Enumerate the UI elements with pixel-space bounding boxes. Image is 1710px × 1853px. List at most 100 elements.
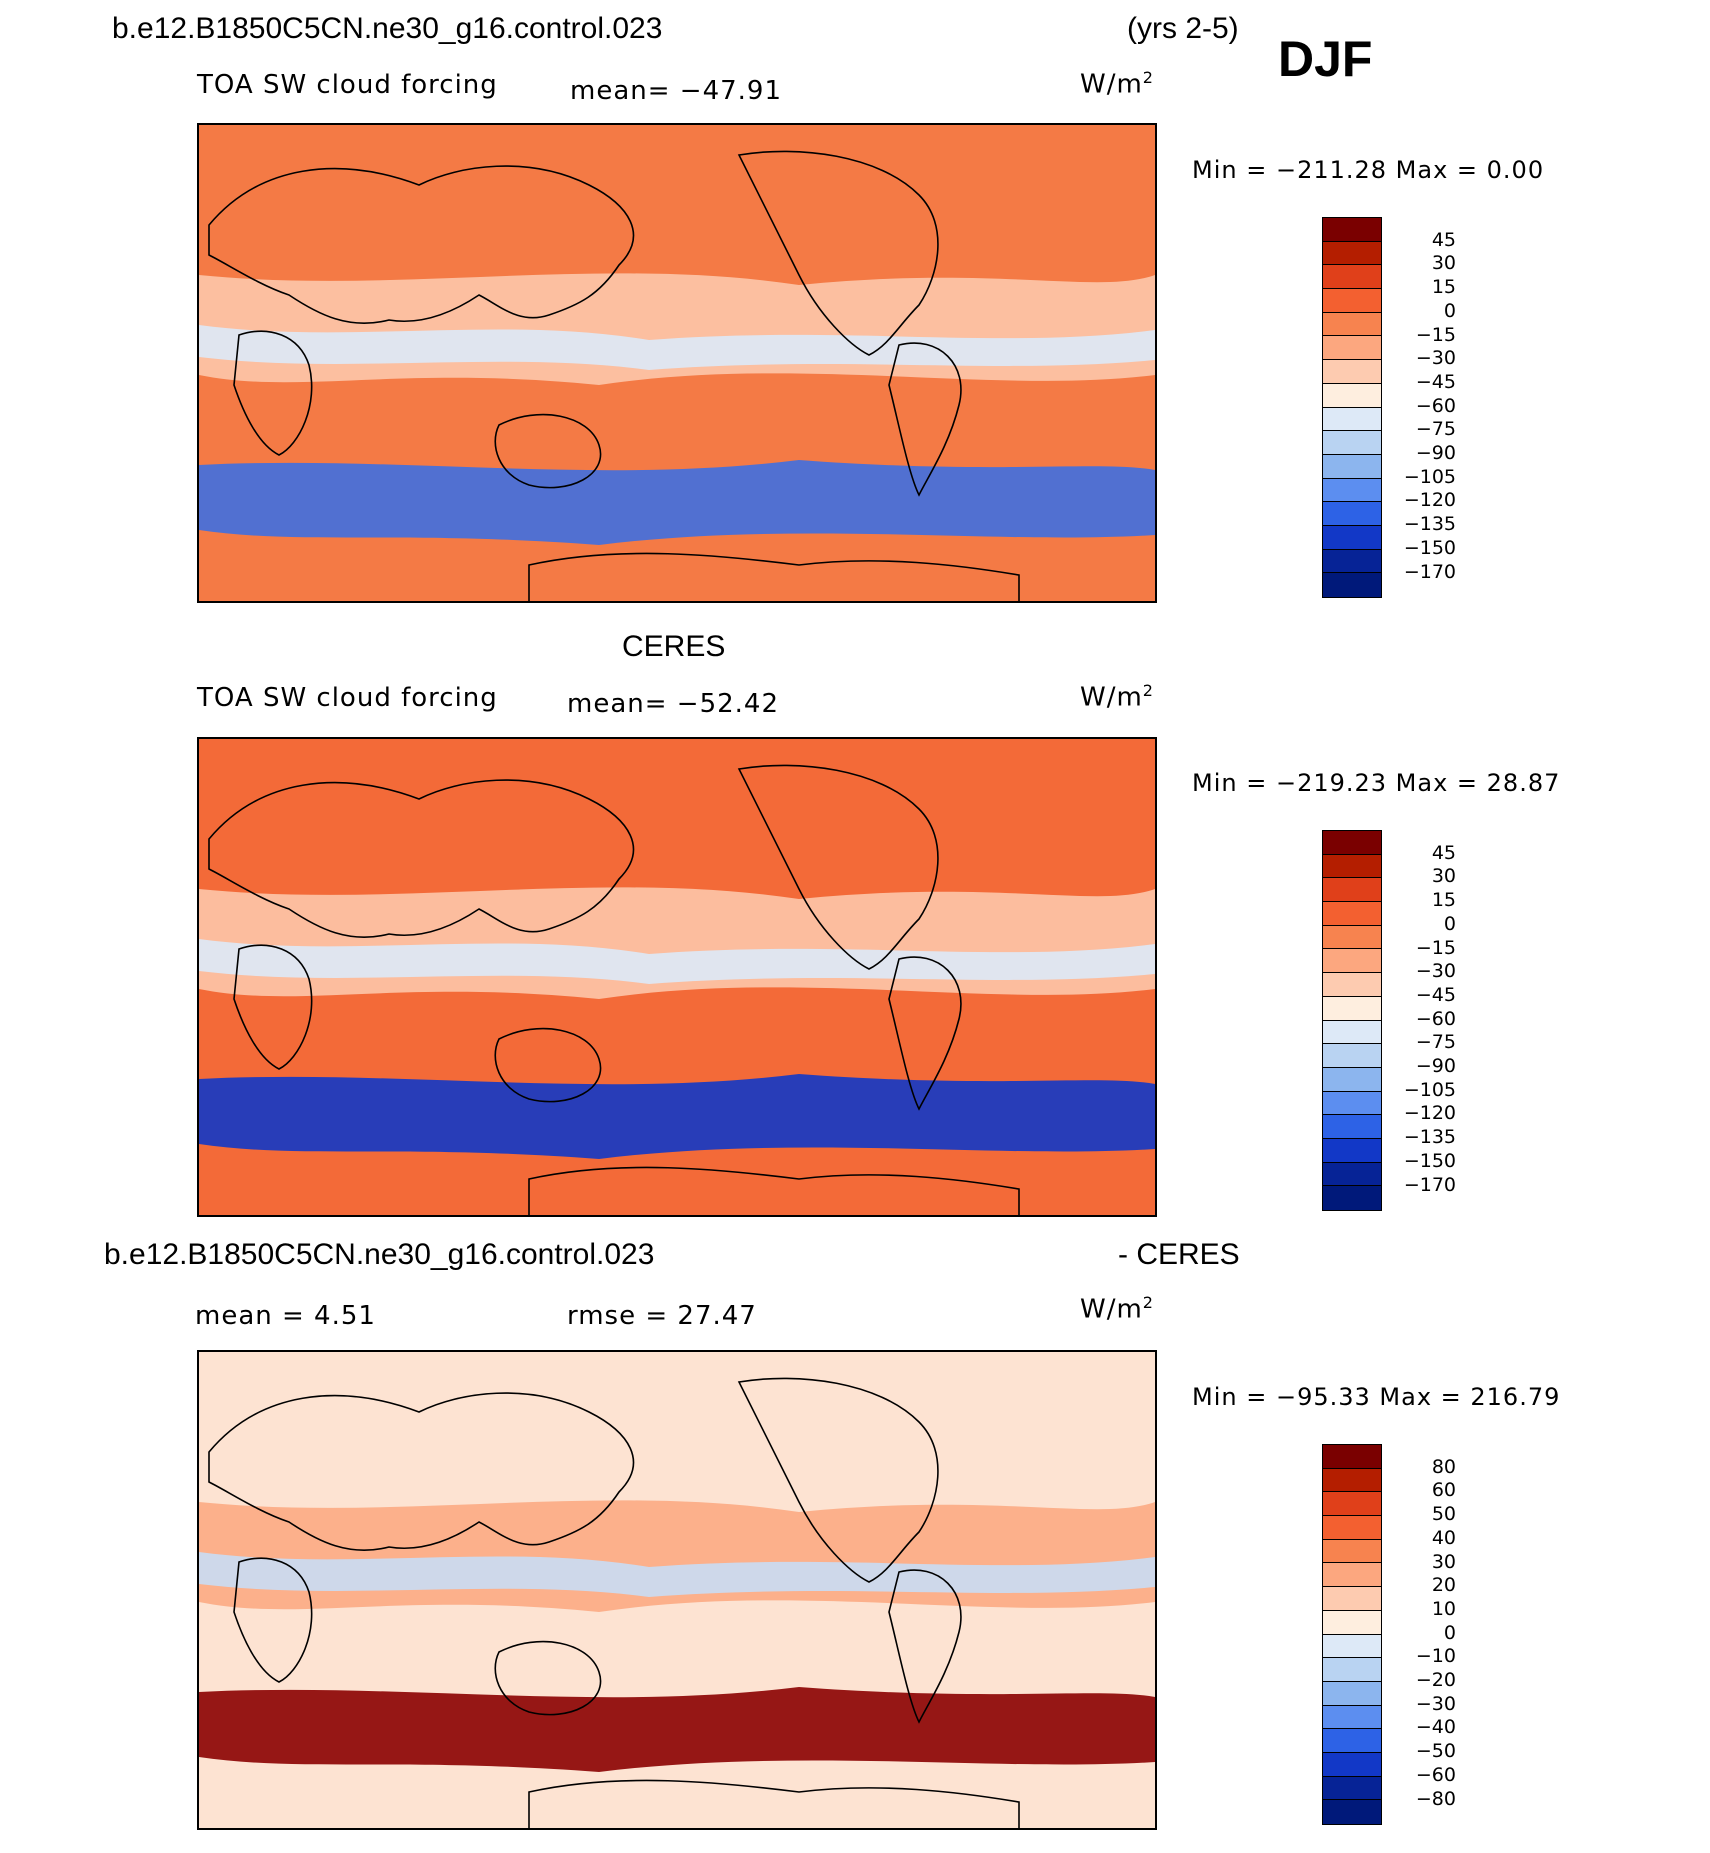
itcz-band xyxy=(199,325,1155,370)
coastline xyxy=(494,413,602,489)
panel3-rmse-label: rmse = 27.47 xyxy=(567,1301,757,1331)
colorbar-segment xyxy=(1323,478,1381,503)
panel1-colorbar xyxy=(1322,217,1382,598)
panel2-units-label: W/m2 xyxy=(1080,681,1154,713)
colorbar-segment xyxy=(1323,1776,1381,1801)
colorbar-segment xyxy=(1323,1634,1381,1659)
coastline xyxy=(737,150,939,356)
world-map-svg xyxy=(199,1352,1155,1828)
coastlines xyxy=(208,764,1020,1215)
colorbar-segment xyxy=(1323,383,1381,408)
tropical-band xyxy=(199,273,1155,385)
years-label: (yrs 2-5) xyxy=(1127,12,1239,45)
colorbar-segment xyxy=(1323,1138,1381,1163)
colorbar-tick-label: −170 xyxy=(1403,560,1456,583)
colorbar-segment xyxy=(1323,454,1381,479)
colorbar-tick-label: 30 xyxy=(1431,865,1456,888)
panel3-mean-label: mean = 4.51 xyxy=(195,1301,376,1331)
colorbar-segment xyxy=(1323,1162,1381,1187)
panel2-map xyxy=(197,737,1157,1217)
colorbar-tick-label: −30 xyxy=(1415,1692,1456,1715)
colorbar-segment xyxy=(1323,289,1381,313)
colorbar-tick-label: 50 xyxy=(1431,1503,1456,1526)
panel3-map xyxy=(197,1350,1157,1830)
southern-ocean-band xyxy=(199,460,1155,545)
colorbar-segment xyxy=(1323,1186,1381,1210)
coastline xyxy=(208,779,635,938)
colorbar-segment xyxy=(1323,925,1381,950)
tropical-band xyxy=(199,887,1155,999)
colorbar-tick-label: 60 xyxy=(1431,1479,1456,1502)
colorbar-tick-label: −60 xyxy=(1415,1763,1456,1786)
colorbar-tick-label: 40 xyxy=(1431,1526,1456,1549)
colorbar-tick-label: 10 xyxy=(1431,1597,1456,1620)
colorbar-tick-label: 20 xyxy=(1431,1574,1456,1597)
colorbar-tick-label: −40 xyxy=(1415,1716,1456,1739)
colorbar-tick-label: 0 xyxy=(1443,912,1456,935)
colorbar-tick-label: −75 xyxy=(1415,418,1456,441)
colorbar-tick-label: 0 xyxy=(1443,299,1456,322)
colorbar-segment xyxy=(1323,1516,1381,1540)
panel3-title-left: b.e12.B1850C5CN.ne30_g16.control.023 xyxy=(104,1238,655,1271)
colorbar-tick-label: −15 xyxy=(1415,936,1456,959)
colorbar-tick-label: 0 xyxy=(1443,1621,1456,1644)
world-map-svg xyxy=(199,125,1155,601)
colorbar-segment xyxy=(1323,878,1381,903)
colorbar-tick-label: −105 xyxy=(1403,465,1456,488)
panel3-units-label: W/m2 xyxy=(1080,1293,1154,1325)
coastline xyxy=(208,165,635,324)
colorbar-segment xyxy=(1323,1681,1381,1706)
colorbar-tick-label: 30 xyxy=(1431,1550,1456,1573)
colorbar-segment xyxy=(1323,831,1381,855)
colorbar-segment xyxy=(1323,312,1381,337)
colorbar-segment xyxy=(1323,1115,1381,1139)
colorbar-tick-label: 30 xyxy=(1431,252,1456,275)
colorbar-segment xyxy=(1323,218,1381,242)
colorbar-segment xyxy=(1323,1658,1381,1682)
coastline xyxy=(233,1557,313,1683)
itcz-band xyxy=(199,1552,1155,1597)
colorbar-segment xyxy=(1323,996,1381,1021)
colorbar-segment xyxy=(1323,854,1381,879)
colorbar-tick-label: −150 xyxy=(1403,1149,1456,1172)
colorbar-segment xyxy=(1323,1044,1381,1068)
colorbar-tick-label: −60 xyxy=(1415,1007,1456,1030)
coastline xyxy=(494,1640,602,1716)
tropical-band xyxy=(199,1500,1155,1612)
southern-ocean-band xyxy=(199,1687,1155,1772)
colorbar-segment xyxy=(1323,1492,1381,1517)
colorbar-segment xyxy=(1323,1091,1381,1116)
colorbar-segment xyxy=(1323,1067,1381,1092)
coastline xyxy=(528,1166,1020,1215)
itcz-band xyxy=(199,939,1155,984)
colorbar-tick-label: −60 xyxy=(1415,394,1456,417)
colorbar-segment xyxy=(1323,1020,1381,1045)
coastline xyxy=(528,1779,1020,1828)
coastlines xyxy=(208,1377,1020,1828)
colorbar-tick-label: −170 xyxy=(1403,1173,1456,1196)
colorbar-segment xyxy=(1323,1729,1381,1753)
panel1-field-label: TOA SW cloud forcing xyxy=(197,70,498,100)
world-map-svg xyxy=(199,739,1155,1215)
colorbar-tick-label: 80 xyxy=(1431,1455,1456,1478)
colorbar-tick-label: −20 xyxy=(1415,1669,1456,1691)
colorbar-tick-label: 45 xyxy=(1431,228,1456,251)
colorbar-tick-label: −150 xyxy=(1403,536,1456,559)
colorbar-segment xyxy=(1323,431,1381,455)
coastline xyxy=(737,1377,939,1583)
colorbar-tick-label: 15 xyxy=(1431,889,1456,912)
panel2-minmax-label: Min = −219.23 Max = 28.87 xyxy=(1192,769,1561,797)
colorbar-segment xyxy=(1323,902,1381,926)
colorbar-segment xyxy=(1323,1610,1381,1635)
colorbar-segment xyxy=(1323,407,1381,432)
panel3-colorbar xyxy=(1322,1444,1382,1825)
panel2-mean-label: mean= −52.42 xyxy=(567,689,780,719)
coastline xyxy=(233,944,313,1070)
coastline xyxy=(233,330,313,456)
panel2-field-label: TOA SW cloud forcing xyxy=(197,683,498,713)
colorbar-segment xyxy=(1323,525,1381,550)
panel3-title-right: - CERES xyxy=(1118,1238,1240,1271)
colorbar-tick-label: −50 xyxy=(1415,1740,1456,1763)
panel2-colorbar xyxy=(1322,830,1382,1211)
colorbar-tick-label: −120 xyxy=(1403,1102,1456,1125)
